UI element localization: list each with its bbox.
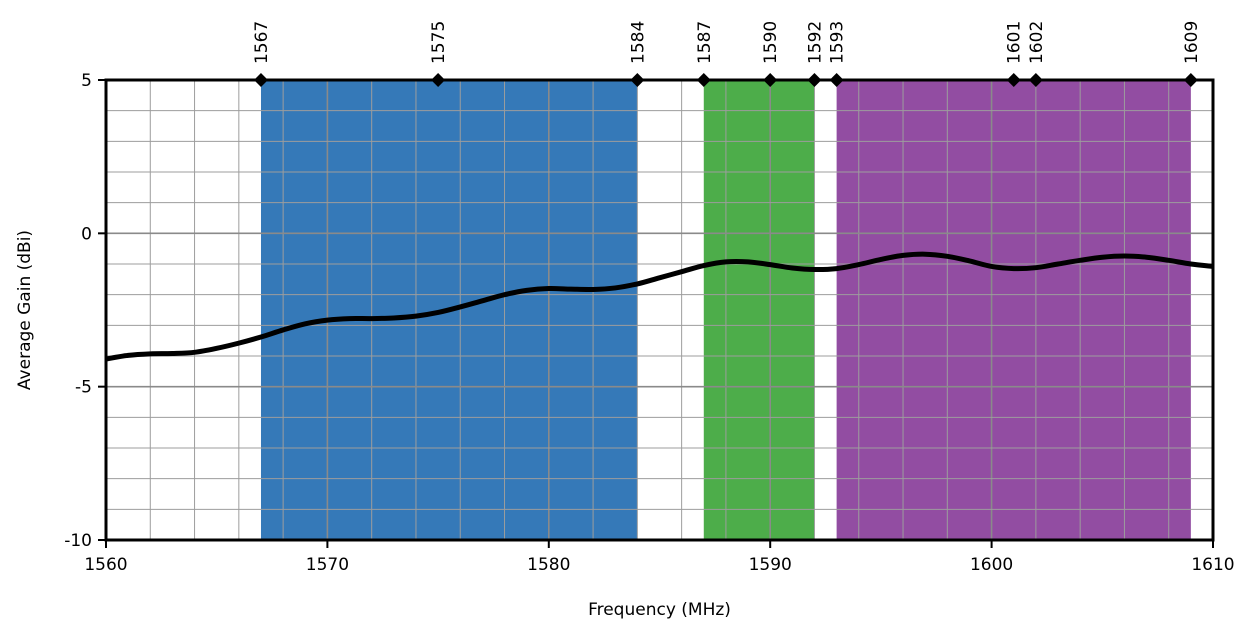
marker-diamond <box>696 73 711 87</box>
x-tick-label: 1580 <box>527 555 570 575</box>
marker-diamond <box>829 73 844 87</box>
marker-label: 1584 <box>628 21 648 64</box>
x-tick-label: 1570 <box>306 555 349 575</box>
marker-label: 1590 <box>761 21 781 64</box>
x-axis-title: Frequency (MHz) <box>588 600 731 620</box>
average-gain-line <box>105 251 1214 362</box>
y-tick-label: -5 <box>75 378 92 398</box>
x-tick-label: 1560 <box>84 555 127 575</box>
band-3 <box>836 80 1191 540</box>
axis-ticks: 1560 1570 1580 1590 1600 1610 -10 -5 0 5 <box>64 71 1234 575</box>
plot-frame <box>104 78 1215 542</box>
x-tick-label: 1600 <box>970 555 1013 575</box>
marker-label: 1592 <box>805 21 825 64</box>
y-tick-label: 0 <box>81 224 92 244</box>
marker-label: 1575 <box>429 21 449 64</box>
marker-label: 1587 <box>695 21 715 64</box>
marker-diamond <box>1028 73 1043 87</box>
marker-diamond <box>253 73 268 87</box>
marker-diamond <box>1006 73 1021 87</box>
series-layer <box>105 251 1214 362</box>
marker-label: 1609 <box>1182 21 1202 64</box>
x-tick-label: 1610 <box>1191 555 1234 575</box>
x-tick-label: 1590 <box>749 555 792 575</box>
marker-label: 1593 <box>828 21 848 64</box>
y-tick-label: -10 <box>64 531 92 551</box>
y-tick-label: 5 <box>81 71 92 91</box>
marker-label: 1567 <box>252 21 272 64</box>
marker-diamond <box>807 73 822 87</box>
marker-diamond <box>431 73 446 87</box>
marker-diamond <box>1183 73 1198 87</box>
marker-diamond <box>630 73 645 87</box>
marker-label: 1602 <box>1027 21 1047 64</box>
marker-diamond <box>763 73 778 87</box>
frequency-bands <box>260 80 1191 540</box>
band-2 <box>703 80 815 540</box>
band-edge-markers: 1567 1575 1584 1587 1590 1592 1593 1601 1602 1609 <box>252 21 1202 87</box>
marker-label: 1601 <box>1005 21 1025 64</box>
y-axis-title: Average Gain (dBi) <box>15 230 35 390</box>
